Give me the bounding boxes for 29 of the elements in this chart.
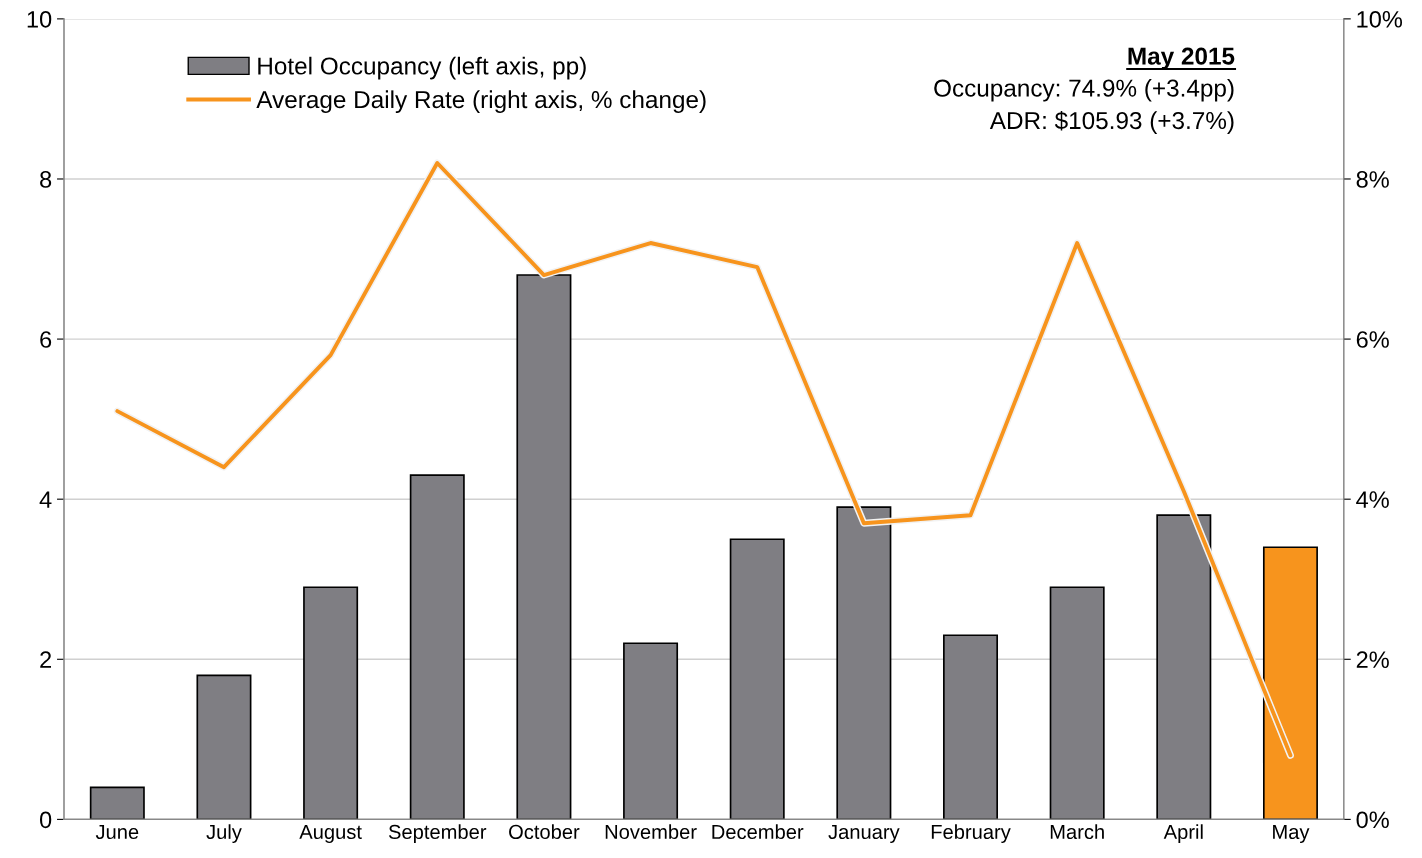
y2-tick-label: 8% xyxy=(1356,171,1389,188)
x-tick-label: August xyxy=(299,824,362,844)
annotation: May 2015 xyxy=(1128,47,1235,70)
x-tick-label: February xyxy=(931,824,1011,844)
y-tick-label: 0 xyxy=(39,811,52,829)
y-tick-label: 8 xyxy=(40,171,52,188)
legend-label: Average Daily Rate (right axis, % change) xyxy=(256,90,706,114)
y2-tick-label: 2% xyxy=(1356,651,1389,668)
x-tick-label: May xyxy=(1273,824,1310,844)
y-tick-label: 4 xyxy=(39,491,52,508)
y2-tick-label: 4% xyxy=(1356,491,1389,508)
y-tick-label: 6 xyxy=(40,331,52,348)
x-tick-label: June xyxy=(95,824,139,840)
y-tick-label: 2 xyxy=(40,651,51,668)
x-tick-label: December xyxy=(712,824,804,840)
x-tick-label: October xyxy=(509,824,580,840)
x-tick-label: July xyxy=(206,824,242,844)
legend-label: Hotel Occupancy (left axis, pp) xyxy=(258,56,586,80)
x-tick-label: April xyxy=(1163,824,1203,844)
y2-tick-label: 6% xyxy=(1356,331,1389,348)
y2-tick-label: 0% xyxy=(1356,811,1389,829)
x-tick-label: September xyxy=(388,824,487,844)
x-tick-label: March xyxy=(1050,824,1104,840)
y-tick-label: 10 xyxy=(27,10,52,28)
annotation: ADR: $105.93 (+3.7%) xyxy=(989,110,1234,134)
y2-tick-label: 10% xyxy=(1357,10,1403,28)
x-tick-label: November xyxy=(605,824,697,840)
annotation: Occupancy: 74.9% (+3.4pp) xyxy=(934,78,1234,102)
x-tick-label: January xyxy=(828,824,900,844)
